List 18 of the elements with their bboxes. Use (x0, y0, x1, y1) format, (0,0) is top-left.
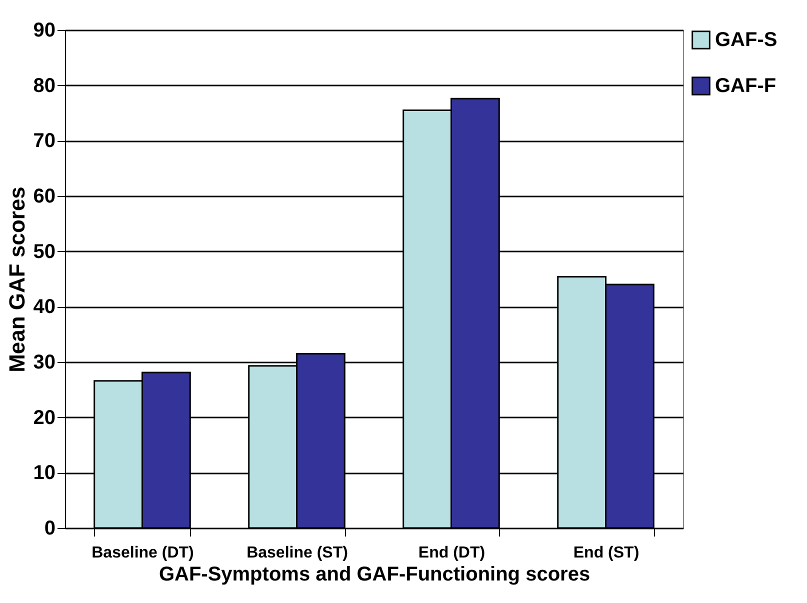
x-tick-label: End (DT) (418, 544, 486, 562)
x-tick-label: Baseline (DT) (92, 544, 194, 562)
y-tick-label: 0 (44, 518, 56, 540)
legend-label: GAF-S (715, 29, 778, 51)
x-tick-label: Baseline (ST) (246, 544, 348, 562)
y-tick-label: 30 (33, 352, 56, 374)
y-tick-label: 20 (33, 406, 56, 429)
y-tick-label: 60 (33, 186, 56, 208)
y-tick-label: 70 (33, 130, 56, 152)
x-tick-label: End (ST) (573, 544, 640, 562)
y-tick-label: 10 (33, 462, 56, 484)
y-tick-label: 40 (33, 296, 56, 318)
x-axis-title: GAF-Symptoms and GAF-Functioning scores (158, 564, 590, 586)
y-tick-label: 80 (33, 74, 56, 97)
y-axis-title: Mean GAF scores (4, 186, 30, 372)
legend-label: GAF-F (715, 75, 776, 97)
y-tick-label: 50 (33, 240, 56, 263)
y-tick-label: 90 (33, 20, 56, 42)
